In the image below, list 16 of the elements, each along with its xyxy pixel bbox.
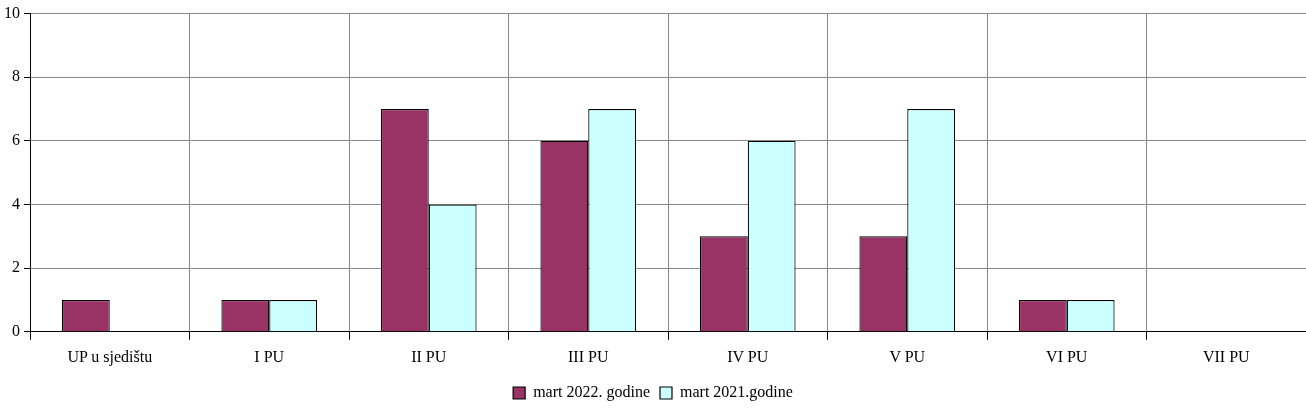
y-tick-label: 8 [12, 67, 20, 85]
x-tick-label: V PU [889, 347, 926, 365]
x-tick-label: I PU [254, 347, 285, 365]
x-tick-label: II PU [411, 347, 447, 365]
y-tick-label: 6 [12, 131, 20, 149]
x-tick-label: UP u sjedištu [67, 347, 153, 366]
y-tick-label: 2 [12, 258, 20, 276]
x-tick-label: VI PU [1046, 347, 1088, 365]
x-tick-label: III PU [568, 347, 609, 365]
x-tick-label: IV PU [727, 347, 769, 365]
y-tick-label: 0 [12, 322, 20, 339]
x-tick-label: VII PU [1202, 347, 1251, 365]
legend-label: mart 2022. godine [533, 383, 651, 402]
legend-label: mart 2021.godine [680, 383, 793, 402]
y-tick-label: 10 [4, 3, 20, 21]
y-tick-label: 4 [12, 194, 20, 212]
